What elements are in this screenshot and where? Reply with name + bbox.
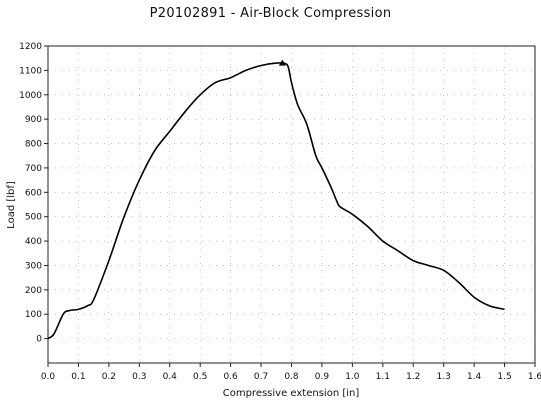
x-tick-label: 0.1 xyxy=(71,372,85,382)
peak-marker xyxy=(278,59,286,66)
x-axis-title: Compressive extension [in] xyxy=(223,388,360,399)
y-tick-label: 500 xyxy=(25,213,42,223)
y-tick-label: 600 xyxy=(25,188,42,198)
x-axis-ticks: 0.0 0.1 0.2 0.3 0.4 0.5 0.6 0.7 0.8 0.9 1.0 1.1 1.2 1… xyxy=(41,363,541,382)
y-tick-label: 1000 xyxy=(19,91,42,101)
y-tick-label: 1200 xyxy=(19,42,42,52)
x-tick-label: 0.6 xyxy=(223,372,238,382)
x-tick-label: 0.9 xyxy=(315,372,330,382)
y-tick-label: 700 xyxy=(25,164,42,174)
plot-frame xyxy=(47,45,536,364)
y-tick-label: 1100 xyxy=(19,66,42,76)
x-tick-label: 1.3 xyxy=(437,372,451,382)
x-tick-label: 0.5 xyxy=(193,372,207,382)
series-line-load xyxy=(47,62,505,340)
x-tick-label: 1.0 xyxy=(345,372,360,382)
chart-title: P20102891 - Air-Block Compression xyxy=(149,6,392,21)
y-tick-label: 200 xyxy=(25,286,42,296)
grid xyxy=(48,46,535,363)
x-tick-label: 0.8 xyxy=(284,372,299,382)
x-tick-label: 0.3 xyxy=(132,372,146,382)
y-tick-label: 400 xyxy=(25,237,42,247)
y-tick-label: 300 xyxy=(25,261,42,271)
x-tick-label: 1.1 xyxy=(376,372,390,382)
x-tick-label: 1.6 xyxy=(528,372,541,382)
y-axis-title: Load [lbf] xyxy=(6,181,17,229)
y-axis-ticks: 0 100 200 300 400 500 600 700 800 900 1000 1100 1200 xyxy=(19,42,48,345)
y-tick-label: 0 xyxy=(36,335,42,345)
x-tick-label: 0.2 xyxy=(102,372,116,382)
x-tick-label: 1.5 xyxy=(497,372,511,382)
x-tick-label: 0.0 xyxy=(41,372,56,382)
y-tick-label: 800 xyxy=(25,140,42,150)
y-tick-label: 100 xyxy=(25,310,42,320)
x-tick-label: 0.4 xyxy=(163,372,178,382)
y-tick-label: 900 xyxy=(25,115,42,125)
x-tick-label: 1.4 xyxy=(467,372,482,382)
x-tick-label: 0.7 xyxy=(254,372,268,382)
x-tick-label: 1.2 xyxy=(406,372,420,382)
